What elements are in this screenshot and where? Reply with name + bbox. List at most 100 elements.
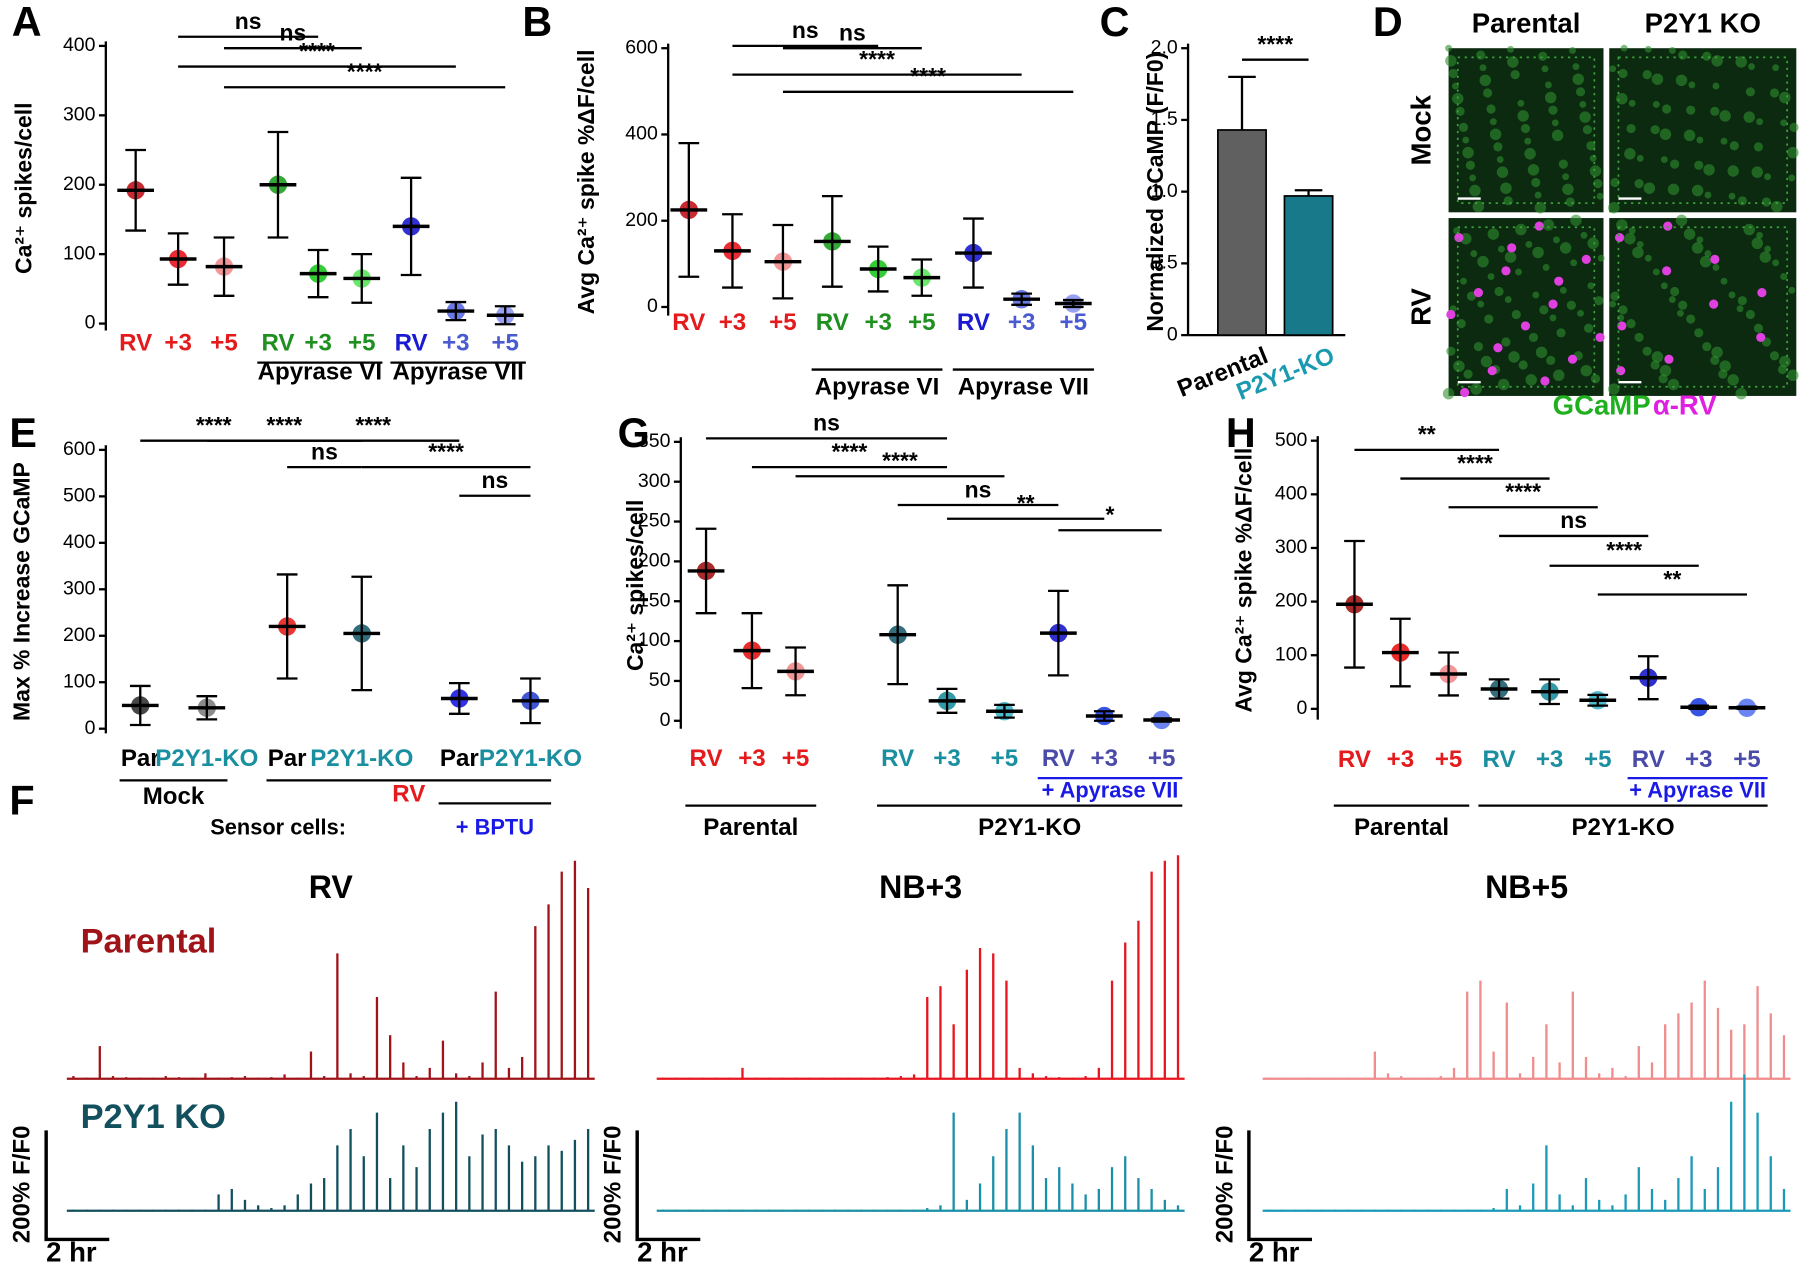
- category-label: +5: [1148, 745, 1175, 772]
- cell-signal: [1477, 300, 1485, 308]
- cell-signal: [1659, 364, 1672, 377]
- y-tick-label: 0: [1167, 323, 1178, 345]
- cell-signal: [1704, 250, 1712, 258]
- cell-signal: [1453, 360, 1465, 372]
- scale-bar: [44, 1130, 110, 1242]
- category-label: +3: [1536, 746, 1563, 773]
- cell-signal: [1699, 255, 1712, 268]
- cell-signal: [1670, 286, 1680, 297]
- panel-letter: F: [9, 777, 34, 823]
- cell-signal: [1559, 242, 1572, 254]
- rv-signal: [1534, 221, 1544, 231]
- cell-signal: [1764, 173, 1772, 181]
- cell-signal: [1748, 63, 1755, 71]
- cell-signal: [1719, 360, 1731, 372]
- cell-signal: [1503, 196, 1513, 206]
- y-axis-label: Ca²⁺ spikes/cell: [622, 500, 648, 671]
- cell-signal: [1577, 309, 1584, 317]
- rv-signal: [1662, 266, 1672, 276]
- scale-y-label: 200% F/F0: [600, 1125, 627, 1243]
- category-label: P2Y1-KO: [155, 745, 258, 772]
- cell-signal: [1658, 374, 1668, 384]
- cell-signal: [1593, 179, 1603, 189]
- cell-signal: [1570, 259, 1578, 267]
- cell-signal: [1507, 45, 1514, 53]
- cell-signal: [1696, 136, 1704, 144]
- rv-signal: [1710, 254, 1720, 264]
- cell-signal: [1756, 231, 1764, 239]
- cell-signal: [1617, 314, 1625, 322]
- y-tick-label: 100: [638, 629, 671, 651]
- panel-letter: G: [618, 410, 650, 456]
- cell-signal: [1678, 300, 1688, 310]
- significance-label: **: [1418, 421, 1436, 447]
- significance-label: ****: [1257, 31, 1293, 57]
- cell-signal: [1735, 56, 1747, 68]
- cell-signal: [1683, 228, 1696, 240]
- y-tick-label: 300: [63, 577, 96, 599]
- y-tick-label: 200: [63, 173, 96, 195]
- cell-signal: [1652, 268, 1660, 276]
- category-label: +3: [304, 330, 331, 357]
- rv-signal: [1540, 376, 1550, 386]
- y-tick-label: 0: [1297, 697, 1308, 719]
- cell-signal: [1743, 111, 1755, 123]
- cell-signal: [1493, 142, 1503, 152]
- cell-signal: [1688, 81, 1696, 89]
- panel-letter: C: [1100, 0, 1130, 45]
- y-axis-label: Avg Ca²⁺ spike %ΔF/cell: [573, 49, 599, 314]
- category-label: RV: [1632, 746, 1665, 773]
- category-label: RV: [119, 330, 152, 357]
- cell-signal: [1483, 88, 1493, 98]
- cell-signal: [1777, 364, 1788, 375]
- rv-signal: [1473, 288, 1484, 298]
- cell-signal: [1575, 87, 1586, 97]
- cell-signal: [1445, 55, 1457, 67]
- rv-signal: [1664, 354, 1674, 364]
- y-tick-label: 100: [63, 242, 96, 264]
- y-tick-label: 100: [1275, 643, 1308, 665]
- category-label: +5: [1435, 746, 1462, 773]
- significance-label: ****: [266, 412, 302, 438]
- y-tick-label: 0: [647, 295, 658, 317]
- cell-signal: [1702, 51, 1712, 61]
- panel-letter: H: [1226, 410, 1256, 456]
- cell-signal: [1626, 319, 1636, 329]
- cell-signal: [1572, 73, 1584, 85]
- cell-signal: [1686, 314, 1696, 324]
- cell-signal: [1569, 47, 1576, 54]
- cell-signal: [1675, 214, 1688, 227]
- cell-signal: [1460, 277, 1467, 285]
- category-label: +3: [1685, 746, 1712, 773]
- cell-signal: [1779, 91, 1791, 104]
- cell-signal: [1642, 346, 1652, 356]
- cell-signal: [1650, 125, 1660, 135]
- cell-signal: [1515, 223, 1527, 236]
- cell-signal: [1736, 305, 1744, 313]
- cell-signal: [1753, 323, 1764, 333]
- cell-signal: [1455, 106, 1465, 116]
- y-tick-label: 100: [63, 670, 96, 692]
- y-tick-label: 400: [63, 531, 96, 553]
- category-label: +3: [1008, 309, 1035, 336]
- cell-signal: [1678, 50, 1688, 60]
- cell-signal: [1445, 44, 1453, 52]
- category-label: RV: [261, 330, 294, 357]
- y-axis-label: Avg Ca²⁺ spike %ΔF/cell: [1231, 448, 1257, 713]
- cell-signal: [1589, 165, 1602, 177]
- significance-label: ns: [813, 410, 840, 436]
- category-label: RV: [1042, 745, 1075, 772]
- treatment-label: + Apyrase VII: [1042, 778, 1179, 803]
- category-label: +3: [719, 309, 746, 336]
- cell-signal: [1702, 341, 1712, 352]
- significance-label: ns: [792, 17, 819, 43]
- y-tick-label: 0: [660, 709, 671, 731]
- group-label: Mock: [143, 783, 205, 810]
- cell-signal: [1761, 197, 1772, 207]
- cell-signal: [1528, 332, 1539, 342]
- y-tick-label: 600: [625, 36, 658, 58]
- y-tick-label: 350: [638, 430, 671, 452]
- group-label: P2Y1-KO: [1571, 814, 1674, 841]
- note-label: Sensor cells:: [210, 814, 346, 839]
- treatment-label: + Apyrase VII: [1629, 778, 1766, 803]
